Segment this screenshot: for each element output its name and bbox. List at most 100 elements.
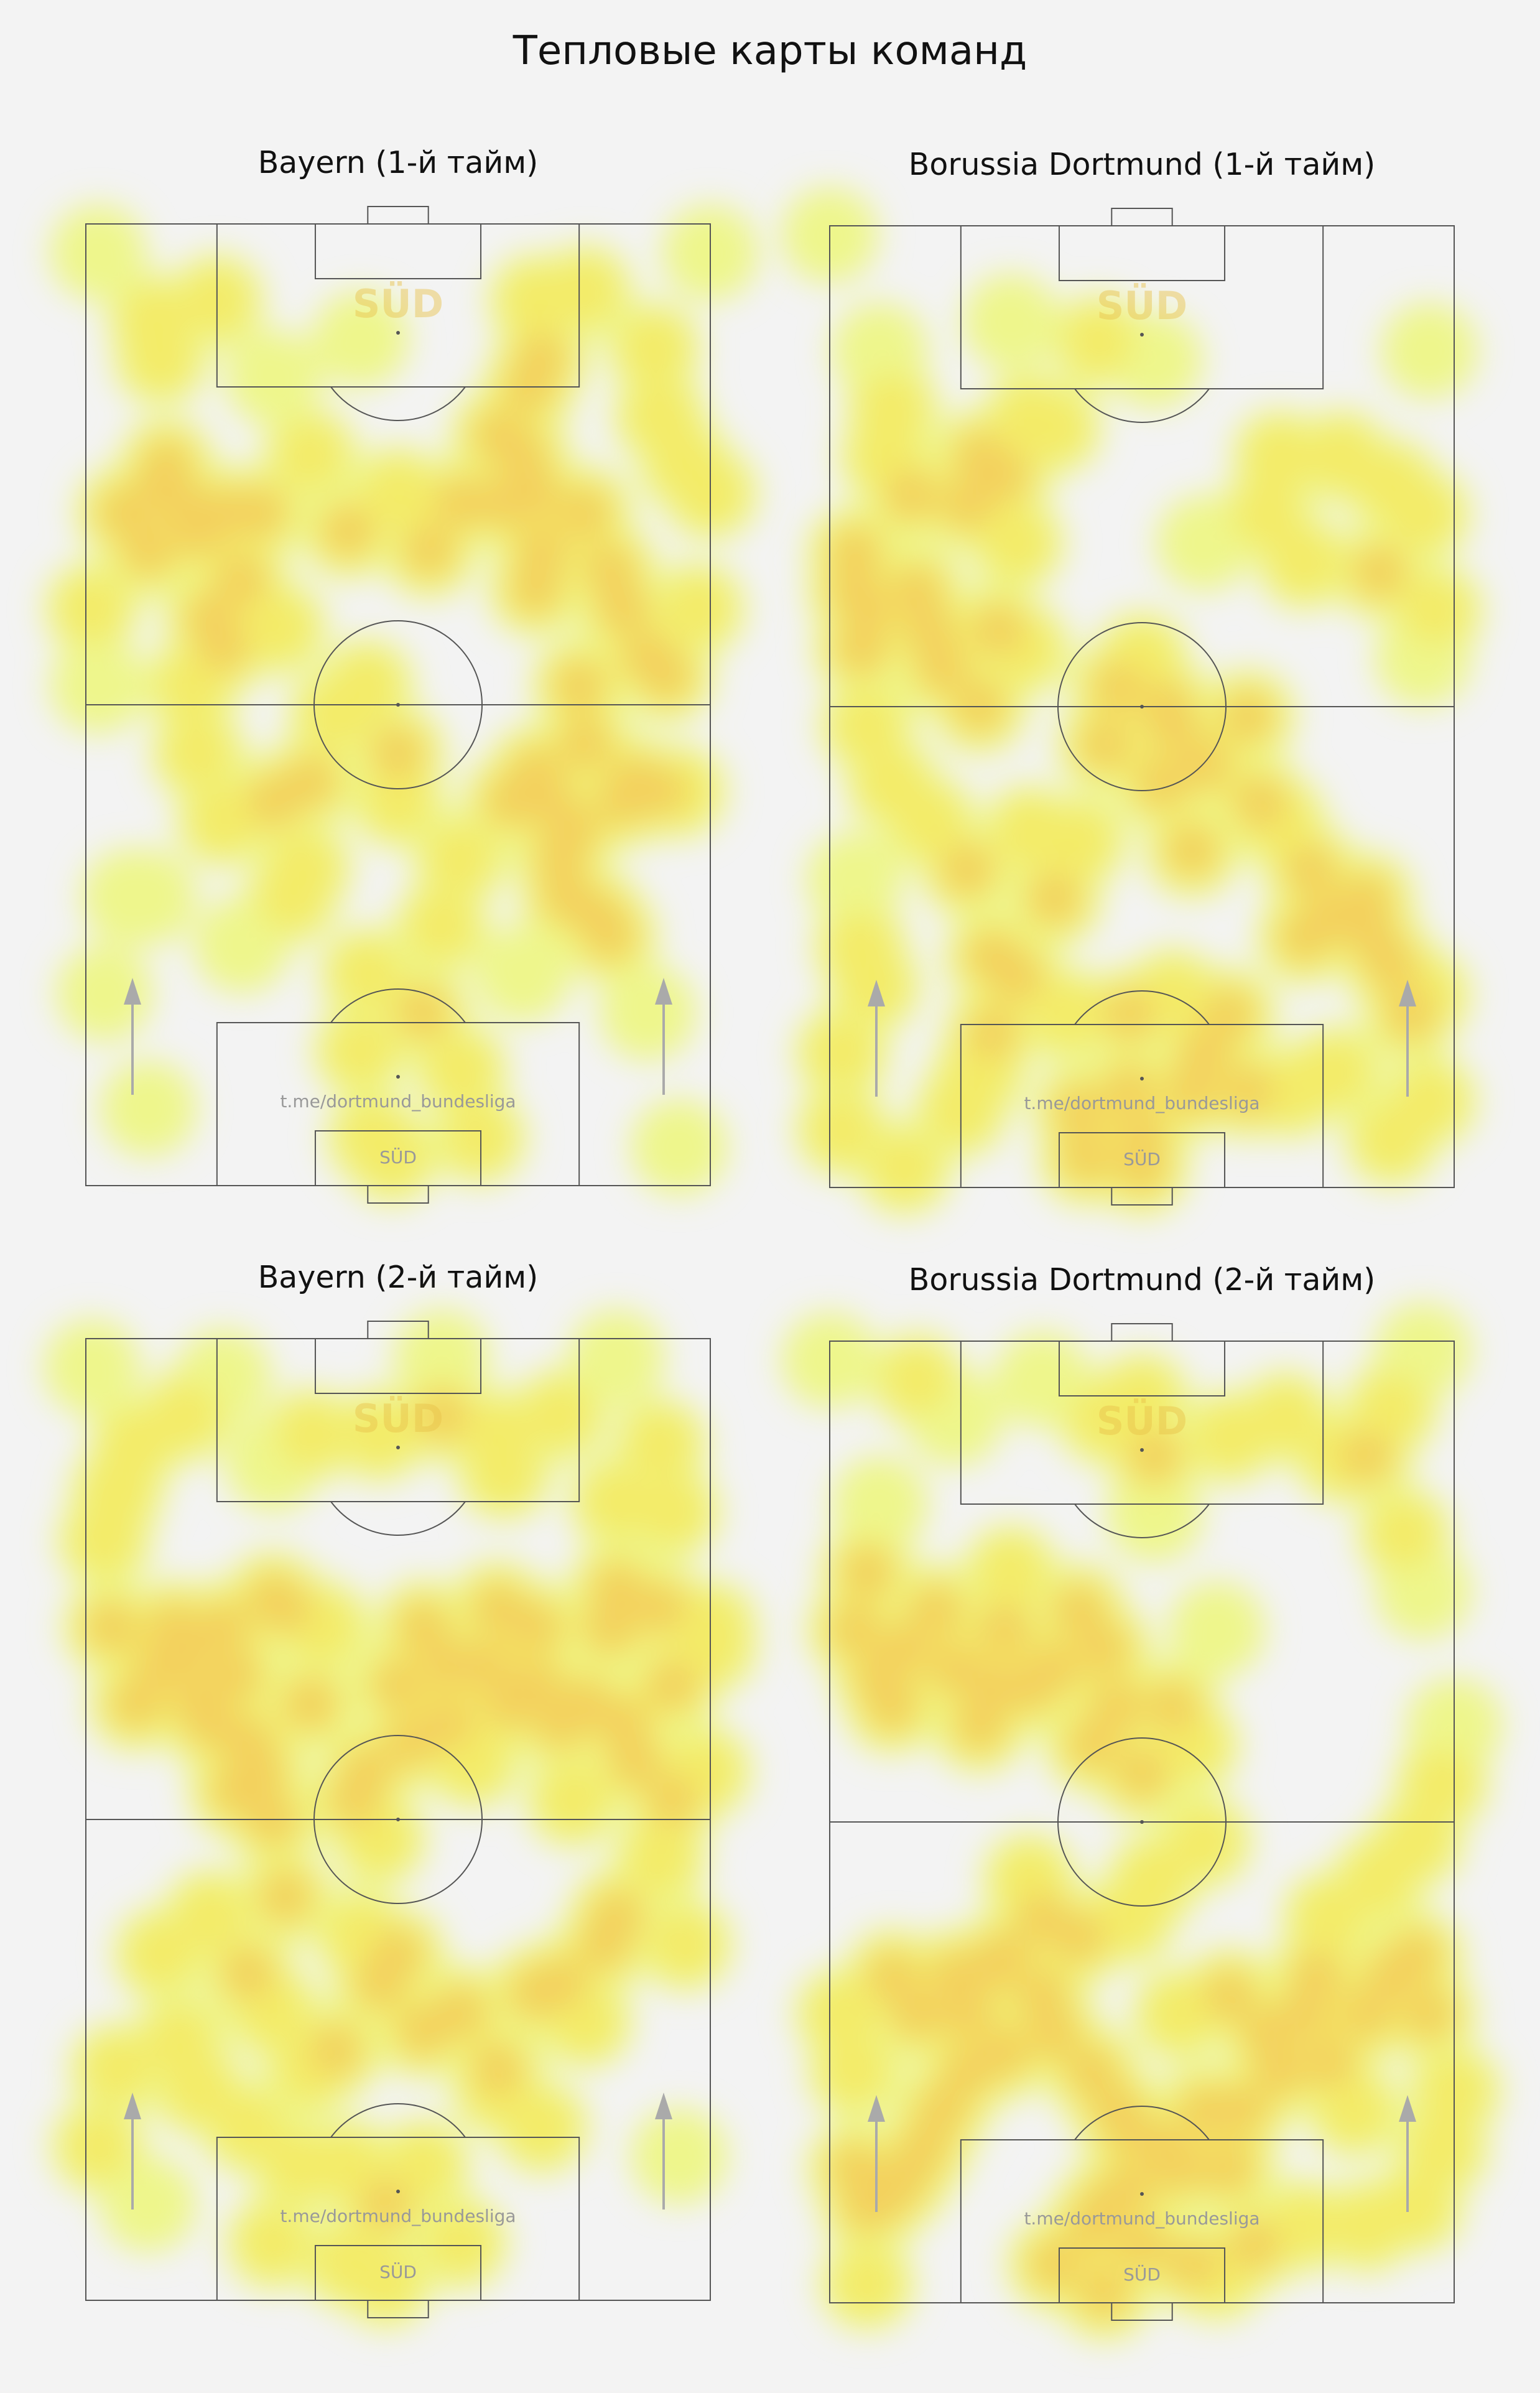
heat-point-high — [1391, 1931, 1442, 1982]
heat-point-high — [1366, 941, 1417, 992]
center-circle — [313, 620, 483, 789]
heat-point-high — [1217, 2085, 1267, 2135]
goal-bottom — [367, 2300, 429, 2318]
pitch-lines — [829, 208, 1455, 1206]
heat-point — [50, 204, 147, 302]
heat-point-high — [842, 2182, 893, 2232]
heat-point-high — [1167, 825, 1217, 876]
heat-point-high — [1067, 2047, 1117, 2097]
heat-point-high — [980, 1604, 1030, 1655]
heat-point-high — [473, 2044, 523, 2094]
penalty-arc-bottom — [330, 988, 466, 1023]
heat-point-mid — [983, 509, 1052, 578]
heat-point — [100, 1060, 197, 1158]
heat-point-high — [498, 430, 548, 480]
heat-point-high — [423, 1698, 473, 1749]
penalty-spot-top — [1140, 333, 1144, 337]
penalty-arc-top — [1074, 388, 1210, 423]
heat-point-mid — [276, 421, 345, 490]
heat-point-mid — [176, 1881, 245, 1950]
penalty-spot-top — [1140, 1448, 1144, 1452]
heat-point-high — [560, 487, 611, 537]
heat-point-high — [1117, 1749, 1167, 1799]
heat-point-high — [1092, 1681, 1142, 1732]
heat-point-high — [1304, 2037, 1355, 2088]
heat-point-mid — [1370, 1499, 1439, 1568]
heat-point — [393, 1309, 491, 1406]
pitch-spots — [1140, 333, 1144, 1080]
heatmap-dortmund-1st-half: SÜD t.me/dortmund_bundesliga SÜD — [781, 187, 1484, 1217]
heat-point-high — [248, 776, 299, 826]
heat-layer — [781, 1302, 1503, 2342]
heat-point-mid — [1270, 528, 1339, 597]
heat-point-mid — [808, 1018, 877, 1087]
heat-point-high — [1286, 845, 1336, 895]
heat-point-high — [554, 661, 605, 711]
watermark-logo: SÜD — [1097, 283, 1187, 328]
attack-arrow-left — [868, 2095, 885, 2212]
penalty-spot-bottom — [1140, 1077, 1144, 1080]
heat-point-high — [1385, 989, 1436, 1039]
heat-point-high — [510, 1968, 560, 2018]
watermark-sud: SÜD — [1123, 1148, 1161, 1169]
center-circle — [313, 1735, 483, 1904]
heat-point-mid — [1032, 980, 1102, 1049]
heat-point-high — [198, 622, 248, 672]
heat-point-high — [635, 766, 685, 817]
heat-point-high — [635, 1582, 685, 1633]
heat-point-high — [886, 470, 936, 520]
heat-point-high — [323, 506, 373, 557]
heat-point-mid — [364, 458, 432, 527]
heat-point-high — [892, 1989, 942, 2040]
penalty-spot-top — [396, 331, 400, 335]
heat-point-high — [598, 1698, 648, 1749]
heat-point-mid — [1401, 576, 1470, 645]
heat-point-mid — [1332, 2191, 1401, 2261]
heat-point-high — [435, 1987, 486, 2037]
heat-point — [312, 290, 409, 388]
heat-point-high — [1179, 1028, 1230, 1078]
heat-point-mid — [1108, 1364, 1176, 1433]
attack-arrow-left — [868, 980, 885, 1097]
heat-point-mid — [126, 1920, 195, 1989]
heat-point-high — [942, 1989, 992, 2040]
heat-point-mid — [164, 2054, 233, 2123]
penalty-arc-bottom — [330, 2103, 466, 2138]
heat-point-mid — [426, 1036, 495, 1105]
heat-point-mid — [1170, 1806, 1239, 1875]
heat-point-high — [1254, 2047, 1304, 2097]
heat-point-high — [942, 2047, 992, 2097]
panel-title-bayern-2nd-half: Bayern (2-й тайм) — [257, 1260, 539, 1295]
heat-point-mid — [663, 574, 732, 643]
heat-point-high — [510, 1660, 560, 1710]
heat-point-mid — [651, 1910, 720, 1979]
heat-point-high — [435, 478, 486, 528]
heat-point-high — [1223, 1066, 1273, 1117]
heat-point-mid — [1320, 2076, 1389, 2145]
heat-point-high — [917, 643, 967, 694]
heat-point-mid — [301, 680, 370, 749]
pitch-spots — [396, 1446, 400, 2193]
heat-point-mid — [1145, 1980, 1214, 2049]
heat-point-high — [1017, 1970, 1067, 2020]
heat-point-high — [1342, 1431, 1392, 1482]
heat-point-high — [236, 487, 286, 537]
heat-point-high — [1029, 2009, 1080, 2059]
heat-point-high — [942, 845, 992, 895]
heat-point-high — [830, 527, 880, 578]
heat-point-mid — [345, 1400, 414, 1469]
heat-point-high — [236, 1746, 286, 1796]
heat-point-high — [830, 2143, 880, 2193]
heat-point-high — [398, 1602, 448, 1652]
heat-point-high — [373, 1660, 423, 1710]
heat-point-high — [973, 605, 1024, 655]
heat-point-mid — [526, 1381, 595, 1450]
heat-point-mid — [1064, 307, 1133, 376]
heat-point-mid — [1357, 1105, 1426, 1174]
heat-point-high — [1167, 2239, 1217, 2290]
heat-point-mid — [820, 2037, 889, 2106]
heat-point-high — [460, 1640, 511, 1691]
heat-point-high — [842, 1547, 893, 1597]
heat-point-high — [261, 1582, 311, 1633]
heat-point-high — [867, 1681, 917, 1732]
